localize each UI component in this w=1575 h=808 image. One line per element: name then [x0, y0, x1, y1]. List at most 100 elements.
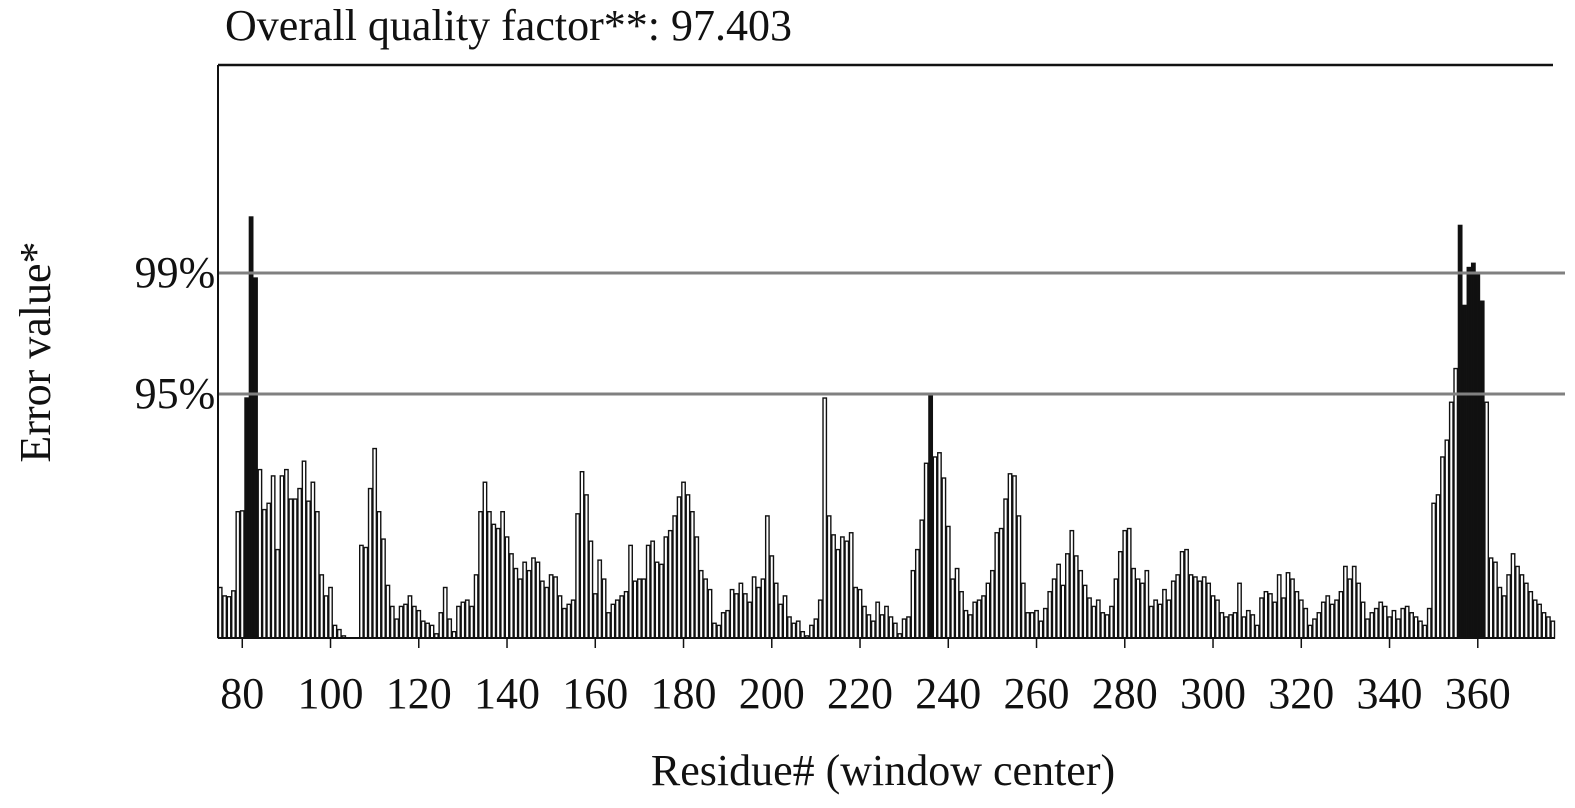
bar [756, 586, 761, 639]
bar [1060, 584, 1066, 639]
bar [1484, 401, 1490, 639]
bar [787, 616, 792, 639]
bar [963, 609, 969, 639]
bar [1435, 494, 1441, 639]
bar [597, 559, 603, 639]
x-tick-label: 140 [474, 669, 540, 718]
bar [1444, 439, 1450, 639]
bar [283, 468, 289, 639]
bar [561, 607, 567, 639]
bar [486, 511, 492, 639]
bar [1342, 565, 1348, 639]
bar [738, 582, 744, 639]
bar [791, 622, 797, 639]
bar [1140, 582, 1145, 639]
bar [1206, 582, 1212, 639]
bar [1409, 612, 1415, 639]
bar [1029, 612, 1035, 639]
x-axis-title: Residue# (window center) [651, 746, 1115, 795]
bar [513, 567, 519, 639]
bar [1356, 582, 1362, 639]
bar [764, 515, 770, 639]
bar [544, 586, 550, 639]
bar [570, 599, 576, 639]
bar [319, 574, 325, 639]
bar [1034, 609, 1039, 639]
bar [985, 582, 991, 639]
bar [1501, 595, 1507, 639]
bar [1157, 603, 1163, 639]
bar [1091, 605, 1097, 639]
bar [411, 605, 417, 639]
bar-above-threshold [1462, 304, 1467, 639]
bar [1003, 498, 1009, 639]
bar [1104, 614, 1110, 639]
bar [429, 624, 435, 639]
bar [478, 511, 483, 639]
bar [848, 532, 854, 639]
bar [1338, 590, 1344, 639]
bar [1448, 401, 1454, 639]
bar [1519, 574, 1525, 639]
bar [1267, 593, 1273, 639]
bar [398, 605, 404, 639]
bar [884, 605, 889, 639]
bar [1188, 574, 1194, 639]
bar [491, 523, 497, 639]
bar [1329, 603, 1335, 639]
bar [226, 596, 232, 639]
bar [654, 561, 660, 639]
bar [1254, 624, 1260, 639]
bar [672, 515, 678, 639]
bar [425, 622, 431, 639]
bar [1078, 569, 1084, 639]
x-tick-label: 260 [1004, 669, 1070, 718]
bar [222, 595, 228, 639]
bar [950, 578, 956, 639]
bar [367, 487, 373, 639]
bar [235, 511, 241, 639]
bar [1228, 614, 1234, 639]
bar [1232, 612, 1238, 639]
bar [941, 477, 947, 639]
bar [1400, 607, 1406, 639]
bar [694, 536, 700, 639]
bar [1413, 616, 1419, 639]
bar [270, 475, 276, 639]
bar [1175, 574, 1181, 639]
x-tick-label: 300 [1180, 669, 1246, 718]
bar [685, 494, 691, 639]
bar [275, 548, 280, 639]
bar [681, 481, 686, 639]
bar [217, 586, 223, 639]
bar [1051, 578, 1057, 639]
bar [1250, 614, 1256, 639]
bar [862, 605, 867, 639]
bar [442, 586, 448, 639]
x-tick-label: 180 [651, 669, 717, 718]
bar [1281, 597, 1287, 639]
bar [1426, 607, 1432, 639]
bar [584, 494, 589, 639]
bar [959, 590, 964, 639]
bar [769, 555, 775, 639]
bar [1042, 607, 1048, 639]
bar [1192, 576, 1198, 639]
bar [1047, 590, 1053, 639]
bar [967, 614, 973, 639]
bar [870, 620, 876, 639]
bar [839, 536, 845, 639]
bar [751, 576, 757, 639]
bar [539, 580, 545, 639]
bar-above-threshold [1479, 300, 1485, 639]
bar [1391, 609, 1397, 639]
bar [456, 605, 461, 639]
bar [416, 609, 422, 639]
bar [1245, 609, 1251, 639]
x-tick-label: 320 [1268, 669, 1334, 718]
bar [606, 612, 611, 639]
bar [1126, 527, 1132, 639]
bar [1334, 599, 1339, 639]
bar [1541, 612, 1547, 639]
bar [1215, 599, 1220, 639]
